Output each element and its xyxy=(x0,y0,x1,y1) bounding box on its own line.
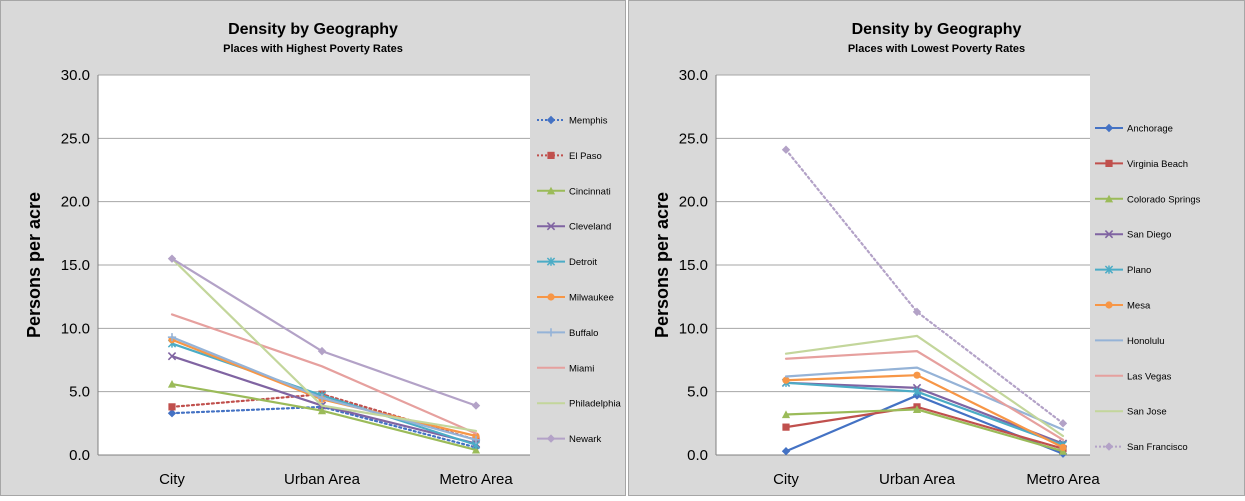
y-tick-label: 10.0 xyxy=(679,320,708,337)
legend-label: Anchorage xyxy=(1127,124,1173,135)
y-tick-label: 15.0 xyxy=(679,257,708,274)
y-tick-label: 0.0 xyxy=(69,447,90,464)
legend-label: Cleveland xyxy=(569,222,611,233)
chart-subtitle: Places with Lowest Poverty Rates xyxy=(848,43,1025,55)
legend-label: Plano xyxy=(1127,265,1151,276)
y-tick-label: 10.0 xyxy=(61,320,90,337)
y-tick-label: 0.0 xyxy=(687,447,708,464)
y-axis-label: Persons per acre xyxy=(24,192,44,338)
legend-label: Las Vegas xyxy=(1127,371,1172,382)
legend-label: Colorado Springs xyxy=(1127,194,1201,205)
legend-marker xyxy=(1105,301,1112,308)
y-tick-label: 20.0 xyxy=(61,194,90,211)
y-tick-label: 15.0 xyxy=(61,257,90,274)
chart-subtitle: Places with Highest Poverty Rates xyxy=(223,43,403,55)
legend-label: Detroit xyxy=(569,257,597,268)
y-axis-label: Persons per acre xyxy=(652,192,672,338)
legend-label: San Francisco xyxy=(1127,442,1188,453)
legend-label: Milwaukee xyxy=(569,293,614,304)
x-tick-label: Metro Area xyxy=(1026,471,1100,488)
y-tick-label: 25.0 xyxy=(679,130,708,147)
x-tick-label: Metro Area xyxy=(439,471,513,488)
legend-label: Mesa xyxy=(1127,301,1151,312)
data-point xyxy=(1059,444,1066,451)
legend-label: San Diego xyxy=(1127,230,1171,241)
y-tick-label: 30.0 xyxy=(679,67,708,84)
legend-label: El Paso xyxy=(569,151,602,162)
data-point xyxy=(913,372,920,379)
x-tick-label: City xyxy=(773,471,799,488)
legend-marker xyxy=(547,152,554,159)
x-tick-label: Urban Area xyxy=(284,471,361,488)
data-point xyxy=(782,377,789,384)
y-tick-label: 30.0 xyxy=(61,67,90,84)
data-point xyxy=(782,424,789,431)
x-tick-label: Urban Area xyxy=(879,471,956,488)
y-tick-label: 25.0 xyxy=(61,130,90,147)
y-tick-label: 5.0 xyxy=(687,384,708,401)
legend-marker xyxy=(547,293,554,300)
chart-title: Density by Geography xyxy=(228,21,398,38)
y-tick-label: 5.0 xyxy=(69,384,90,401)
legend-marker xyxy=(1105,160,1112,167)
data-point xyxy=(168,403,175,410)
legend-label: Miami xyxy=(569,363,594,374)
legend-label: Cincinnati xyxy=(569,186,611,197)
chart-title: Density by Geography xyxy=(852,21,1022,38)
legend-label: Buffalo xyxy=(569,328,598,339)
legend-label: Honolulu xyxy=(1127,336,1165,347)
legend-label: Virginia Beach xyxy=(1127,159,1188,170)
x-tick-label: City xyxy=(159,471,185,488)
legend-label: San Jose xyxy=(1127,407,1167,418)
chart-panel-1: Density by Geography Places with Highest … xyxy=(1,1,626,496)
legend-label: Memphis xyxy=(569,116,608,127)
chart-panel-2: Density by Geography Places with Lowest P… xyxy=(629,1,1245,496)
legend-label: Philadelphia xyxy=(569,399,621,410)
y-tick-label: 20.0 xyxy=(679,194,708,211)
legend-label: Newark xyxy=(569,434,601,445)
